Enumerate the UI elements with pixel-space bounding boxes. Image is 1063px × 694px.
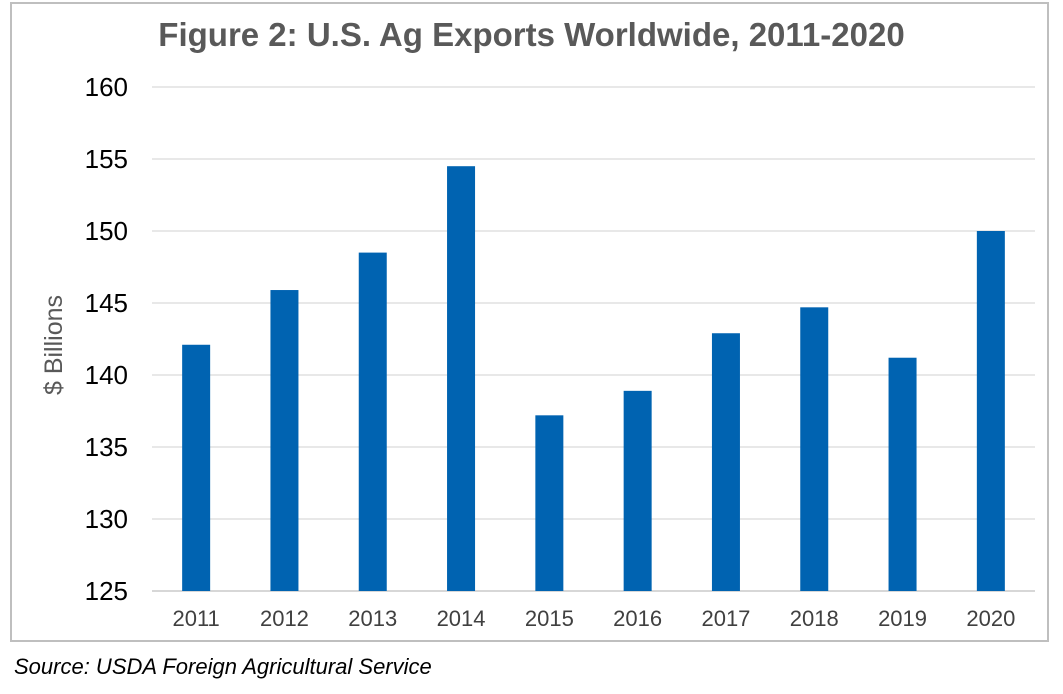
y-tick-label: 145	[85, 288, 128, 318]
bar-2020	[976, 231, 1005, 591]
x-tick-label: 2020	[966, 606, 1015, 631]
bar-2013	[358, 252, 387, 591]
y-axis-label: $ Billions	[40, 295, 68, 395]
gridlines	[152, 86, 1035, 592]
y-tick-label: 130	[85, 504, 128, 534]
x-tick-label: 2019	[878, 606, 927, 631]
x-tick-label: 2015	[525, 606, 574, 631]
y-tick-label: 140	[85, 360, 128, 390]
y-axis-ticks: 125 130 135 140 145 150 155 160	[85, 72, 128, 606]
y-tick-label: 160	[85, 72, 128, 102]
x-tick-label: 2012	[260, 606, 309, 631]
bar-2012	[270, 290, 299, 591]
x-tick-label: 2013	[348, 606, 397, 631]
bar-2018	[800, 307, 829, 591]
y-tick-label: 155	[85, 144, 128, 174]
x-tick-label: 2014	[437, 606, 486, 631]
x-axis-ticks: 2011 2012 2013 2014 2015 2016 2017 2018 2019 2020	[172, 606, 1015, 631]
y-tick-label: 150	[85, 216, 128, 246]
bar-2015	[535, 415, 564, 591]
bar-2016	[623, 390, 652, 591]
x-tick-label: 2016	[613, 606, 662, 631]
bar-2011	[182, 344, 211, 591]
y-tick-label: 135	[85, 432, 128, 462]
chart-title: Figure 2: U.S. Ag Exports Worldwide, 201…	[158, 16, 905, 53]
chart-frame	[10, 2, 1049, 642]
x-tick-label: 2011	[172, 606, 219, 631]
bar-2019	[888, 357, 917, 591]
source-note: Source: USDA Foreign Agricultural Servic…	[14, 654, 432, 679]
bar-2014	[447, 166, 476, 591]
x-tick-label: 2018	[790, 606, 839, 631]
bars	[182, 166, 1005, 591]
y-tick-label: 125	[85, 576, 128, 606]
bar-2017	[711, 333, 740, 591]
x-tick-label: 2017	[701, 606, 750, 631]
